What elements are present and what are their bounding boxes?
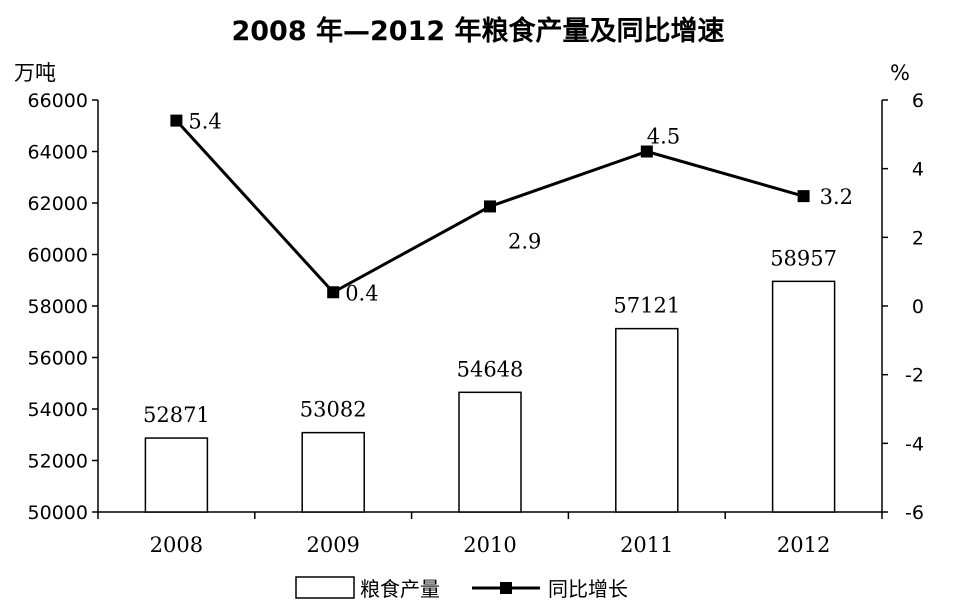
left-tick-label: 54000	[28, 399, 88, 421]
legend-label-bar: 粮食产量	[360, 577, 440, 601]
x-tick-label: 2008	[150, 533, 203, 557]
line-point	[327, 286, 340, 299]
left-tick-label: 64000	[28, 142, 88, 164]
right-tick-label: -4	[905, 433, 924, 455]
x-tick-label: 2009	[306, 533, 359, 557]
bar-value-label: 54648	[457, 357, 524, 381]
legend-label-line: 同比增长	[548, 577, 628, 601]
line-point	[484, 200, 496, 213]
line-value-label: 3.2	[820, 185, 853, 209]
right-tick-label: -2	[905, 365, 924, 387]
legend: 粮食产量 同比增长	[295, 576, 628, 601]
left-tick-label: 62000	[28, 193, 88, 215]
left-tick-label: 66000	[28, 90, 88, 112]
line-value-label: 5.4	[188, 110, 221, 134]
left-tick-label: 60000	[28, 245, 88, 267]
bar-value-label: 58957	[770, 246, 837, 270]
right-axis-unit: %	[890, 61, 910, 85]
left-tick-label: 58000	[28, 296, 88, 318]
line-value-label: 0.4	[345, 281, 378, 305]
left-tick-label: 52000	[28, 451, 88, 473]
left-tick-label: 50000	[28, 502, 88, 524]
right-tick-label: -6	[905, 502, 924, 524]
bar-value-label: 57121	[613, 294, 680, 318]
bar	[771, 280, 836, 513]
plot-area: 50000 52000 54000 56000 58000 60000 62000 64000…	[28, 90, 924, 557]
bar	[144, 437, 209, 513]
x-tick-label: 2010	[463, 533, 516, 557]
right-tick-label: 4	[912, 159, 924, 181]
line-value-label: 4.5	[647, 125, 680, 149]
right-tick-label: 6	[912, 90, 924, 112]
bar-value-label: 53082	[300, 398, 367, 422]
right-tick-label: 2	[912, 227, 924, 249]
legend-swatch-marker	[500, 582, 512, 594]
x-tick-label: 2012	[777, 533, 830, 557]
line-point	[797, 190, 810, 203]
bar	[301, 431, 365, 513]
left-axis-unit: 万吨	[14, 61, 56, 85]
x-tick-label: 2011	[620, 533, 673, 557]
line-value-label: 2.9	[508, 229, 541, 253]
bar	[458, 391, 522, 513]
legend-swatch-bar	[295, 576, 355, 599]
line-point	[640, 145, 653, 158]
left-tick-label: 56000	[28, 348, 88, 370]
line-point	[170, 114, 183, 127]
bar-value-label: 52871	[143, 403, 210, 427]
chart-title: 2008 年—2012 年粮食产量及同比增速	[231, 15, 724, 47]
right-tick-label: 0	[912, 296, 924, 318]
bar	[615, 327, 679, 513]
